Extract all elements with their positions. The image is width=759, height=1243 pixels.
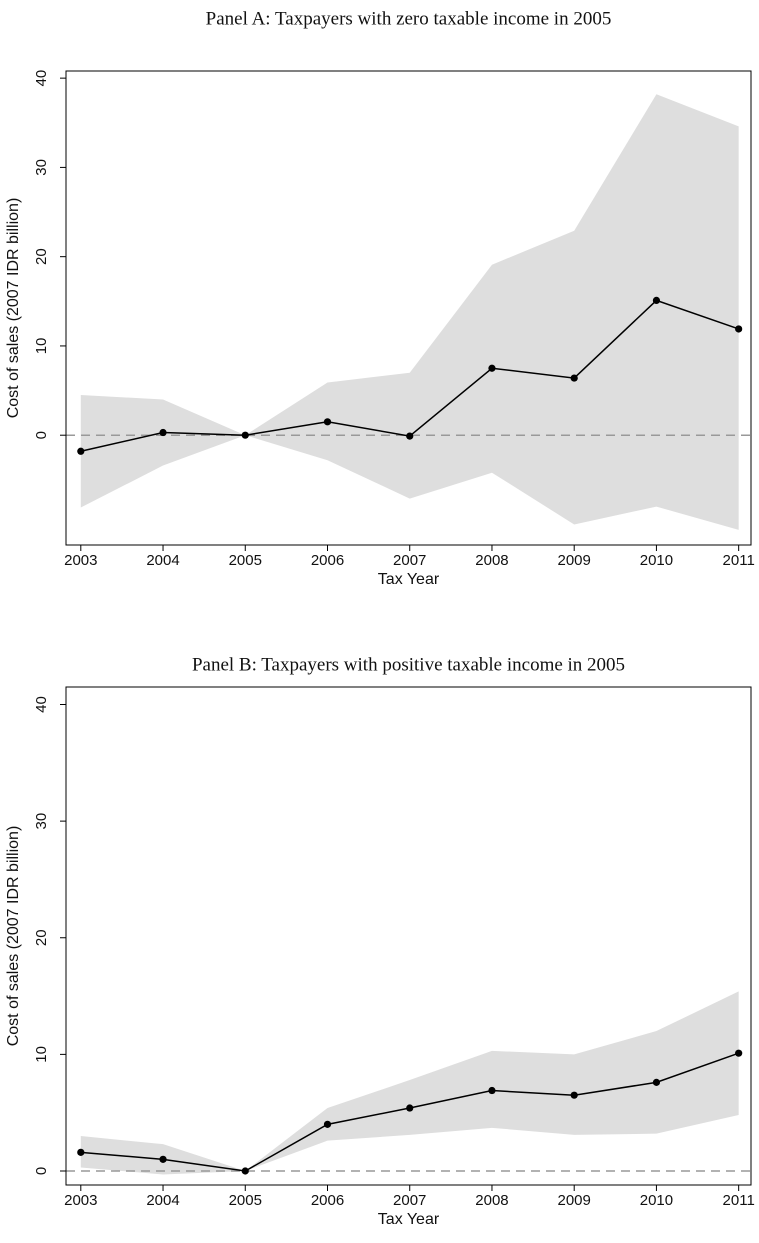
data-point xyxy=(241,431,249,439)
panel-title: Panel A: Taxpayers with zero taxable inc… xyxy=(206,8,612,29)
data-point xyxy=(488,1086,496,1095)
data-point xyxy=(570,1091,578,1099)
confidence-band xyxy=(80,94,739,530)
y-tick-label: 40 xyxy=(33,696,50,713)
data-point xyxy=(241,1167,249,1175)
x-tick-label: 2003 xyxy=(64,1192,97,1209)
data-point xyxy=(652,1078,661,1086)
x-tick-label: 2004 xyxy=(146,1192,179,1209)
y-tick-label: 20 xyxy=(33,929,50,946)
x-tick-label: 2006 xyxy=(311,1192,344,1209)
y-tick-label: 30 xyxy=(33,813,50,830)
data-point xyxy=(159,428,167,437)
data-point xyxy=(406,432,414,440)
y-axis-title: Cost of sales (2007 IDR billion) xyxy=(5,826,22,1047)
data-point xyxy=(735,1049,743,1057)
y-axis-title: Cost of sales (2007 IDR billion) xyxy=(5,198,22,419)
x-tick-label: 2006 xyxy=(311,552,344,569)
x-tick-label: 2011 xyxy=(723,1192,755,1209)
x-tick-label: 2008 xyxy=(475,1192,508,1209)
x-tick-label: 2011 xyxy=(723,552,755,569)
x-tick-label: 2005 xyxy=(229,552,262,569)
x-tick-label: 2007 xyxy=(393,552,426,569)
data-point xyxy=(652,296,661,305)
x-tick-label: 2010 xyxy=(640,1192,673,1209)
x-tick-label: 2009 xyxy=(558,552,591,569)
y-tick-label: 0 xyxy=(33,1167,50,1175)
y-tick-label: 0 xyxy=(33,431,50,439)
data-point xyxy=(159,1155,167,1163)
confidence-band xyxy=(80,991,739,1175)
data-point xyxy=(323,418,332,426)
y-tick-label: 10 xyxy=(33,338,50,355)
x-tick-label: 2003 xyxy=(64,552,97,569)
data-point xyxy=(488,364,496,372)
y-tick-label: 40 xyxy=(33,70,50,87)
x-tick-label: 2005 xyxy=(229,1192,262,1209)
data-point xyxy=(77,1148,85,1156)
x-axis-title: Tax Year xyxy=(378,571,440,588)
x-tick-label: 2007 xyxy=(393,1192,426,1209)
x-tick-label: 2010 xyxy=(640,552,673,569)
data-point xyxy=(735,325,743,333)
plot-frame xyxy=(65,70,752,546)
y-tick-label: 10 xyxy=(33,1046,50,1063)
y-tick-label: 30 xyxy=(33,159,50,176)
plot-frame xyxy=(65,686,752,1186)
panel-title: Panel B: Taxpayers with positive taxable… xyxy=(192,654,625,675)
x-axis-title: Tax Year xyxy=(378,1211,440,1228)
data-point xyxy=(406,1104,414,1112)
x-tick-label: 2008 xyxy=(475,552,508,569)
data-point xyxy=(77,447,85,455)
data-point xyxy=(323,1120,332,1128)
y-tick-label: 20 xyxy=(33,248,50,265)
x-tick-label: 2004 xyxy=(146,552,179,569)
data-point xyxy=(570,374,578,382)
x-tick-label: 2009 xyxy=(558,1192,591,1209)
